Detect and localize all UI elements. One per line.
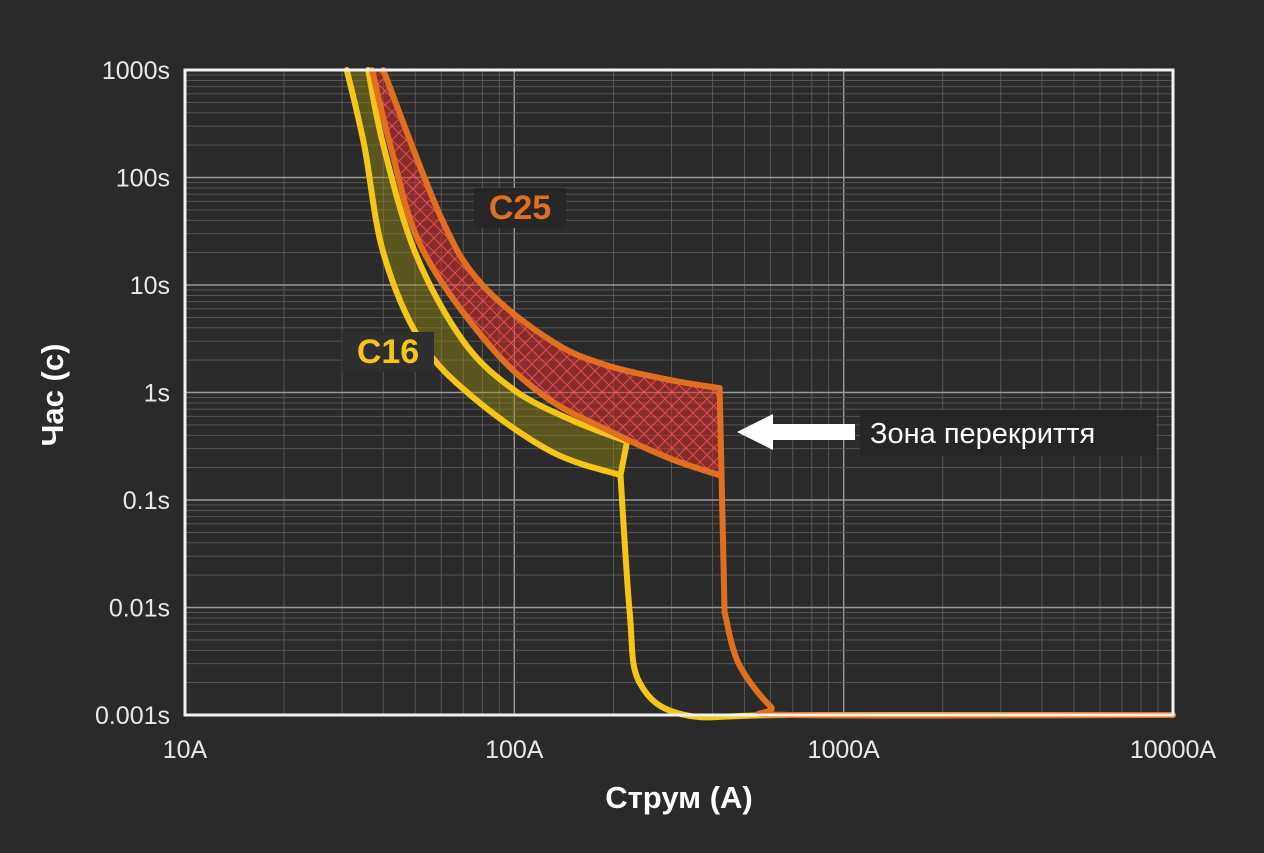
x-axis-label: Струм (А) xyxy=(605,780,753,815)
y-tick-label: 0.01s xyxy=(109,595,170,623)
y-tick-label: 0.1s xyxy=(123,487,170,515)
annotation-c16-bg xyxy=(342,332,434,372)
y-tick-label: 1000s xyxy=(102,57,170,85)
annotation-overlap: Зона перекриття xyxy=(737,410,1156,456)
annotation-c25: C25 xyxy=(474,188,566,228)
annotation-c16: C16 xyxy=(342,332,434,372)
annotation-c25-bg xyxy=(474,188,566,228)
y-tick-label: 10s xyxy=(130,272,170,300)
annotation-overlap-label: Зона перекриття xyxy=(870,418,1095,450)
plot-frame xyxy=(183,68,1175,717)
arrow-left-icon xyxy=(737,414,855,450)
series-upper-c16 xyxy=(365,67,631,445)
x-tick-label: 1000A xyxy=(808,736,881,764)
x-tick-label: 10000A xyxy=(1130,736,1217,764)
tick-labels: 10A 100A 1000A 10000A 0.001s 0.01s 0.1s 1s 10s 10… xyxy=(95,57,1216,764)
y-tick-label: 100s xyxy=(116,165,170,193)
annotation-overlap-bg xyxy=(860,410,1156,456)
y-tick-label: 1s xyxy=(144,380,170,408)
series-lower-c25 xyxy=(369,67,723,479)
annotation-c25-label: C25 xyxy=(489,189,551,227)
x-tick-label: 10A xyxy=(163,736,208,764)
annotation-c16-label: C16 xyxy=(357,333,419,371)
y-tick-label: 0.001s xyxy=(95,702,170,730)
x-tick-label: 100A xyxy=(485,736,544,764)
y-axis-label: Час (с) xyxy=(35,344,70,447)
series-upper-c25 xyxy=(380,67,723,392)
